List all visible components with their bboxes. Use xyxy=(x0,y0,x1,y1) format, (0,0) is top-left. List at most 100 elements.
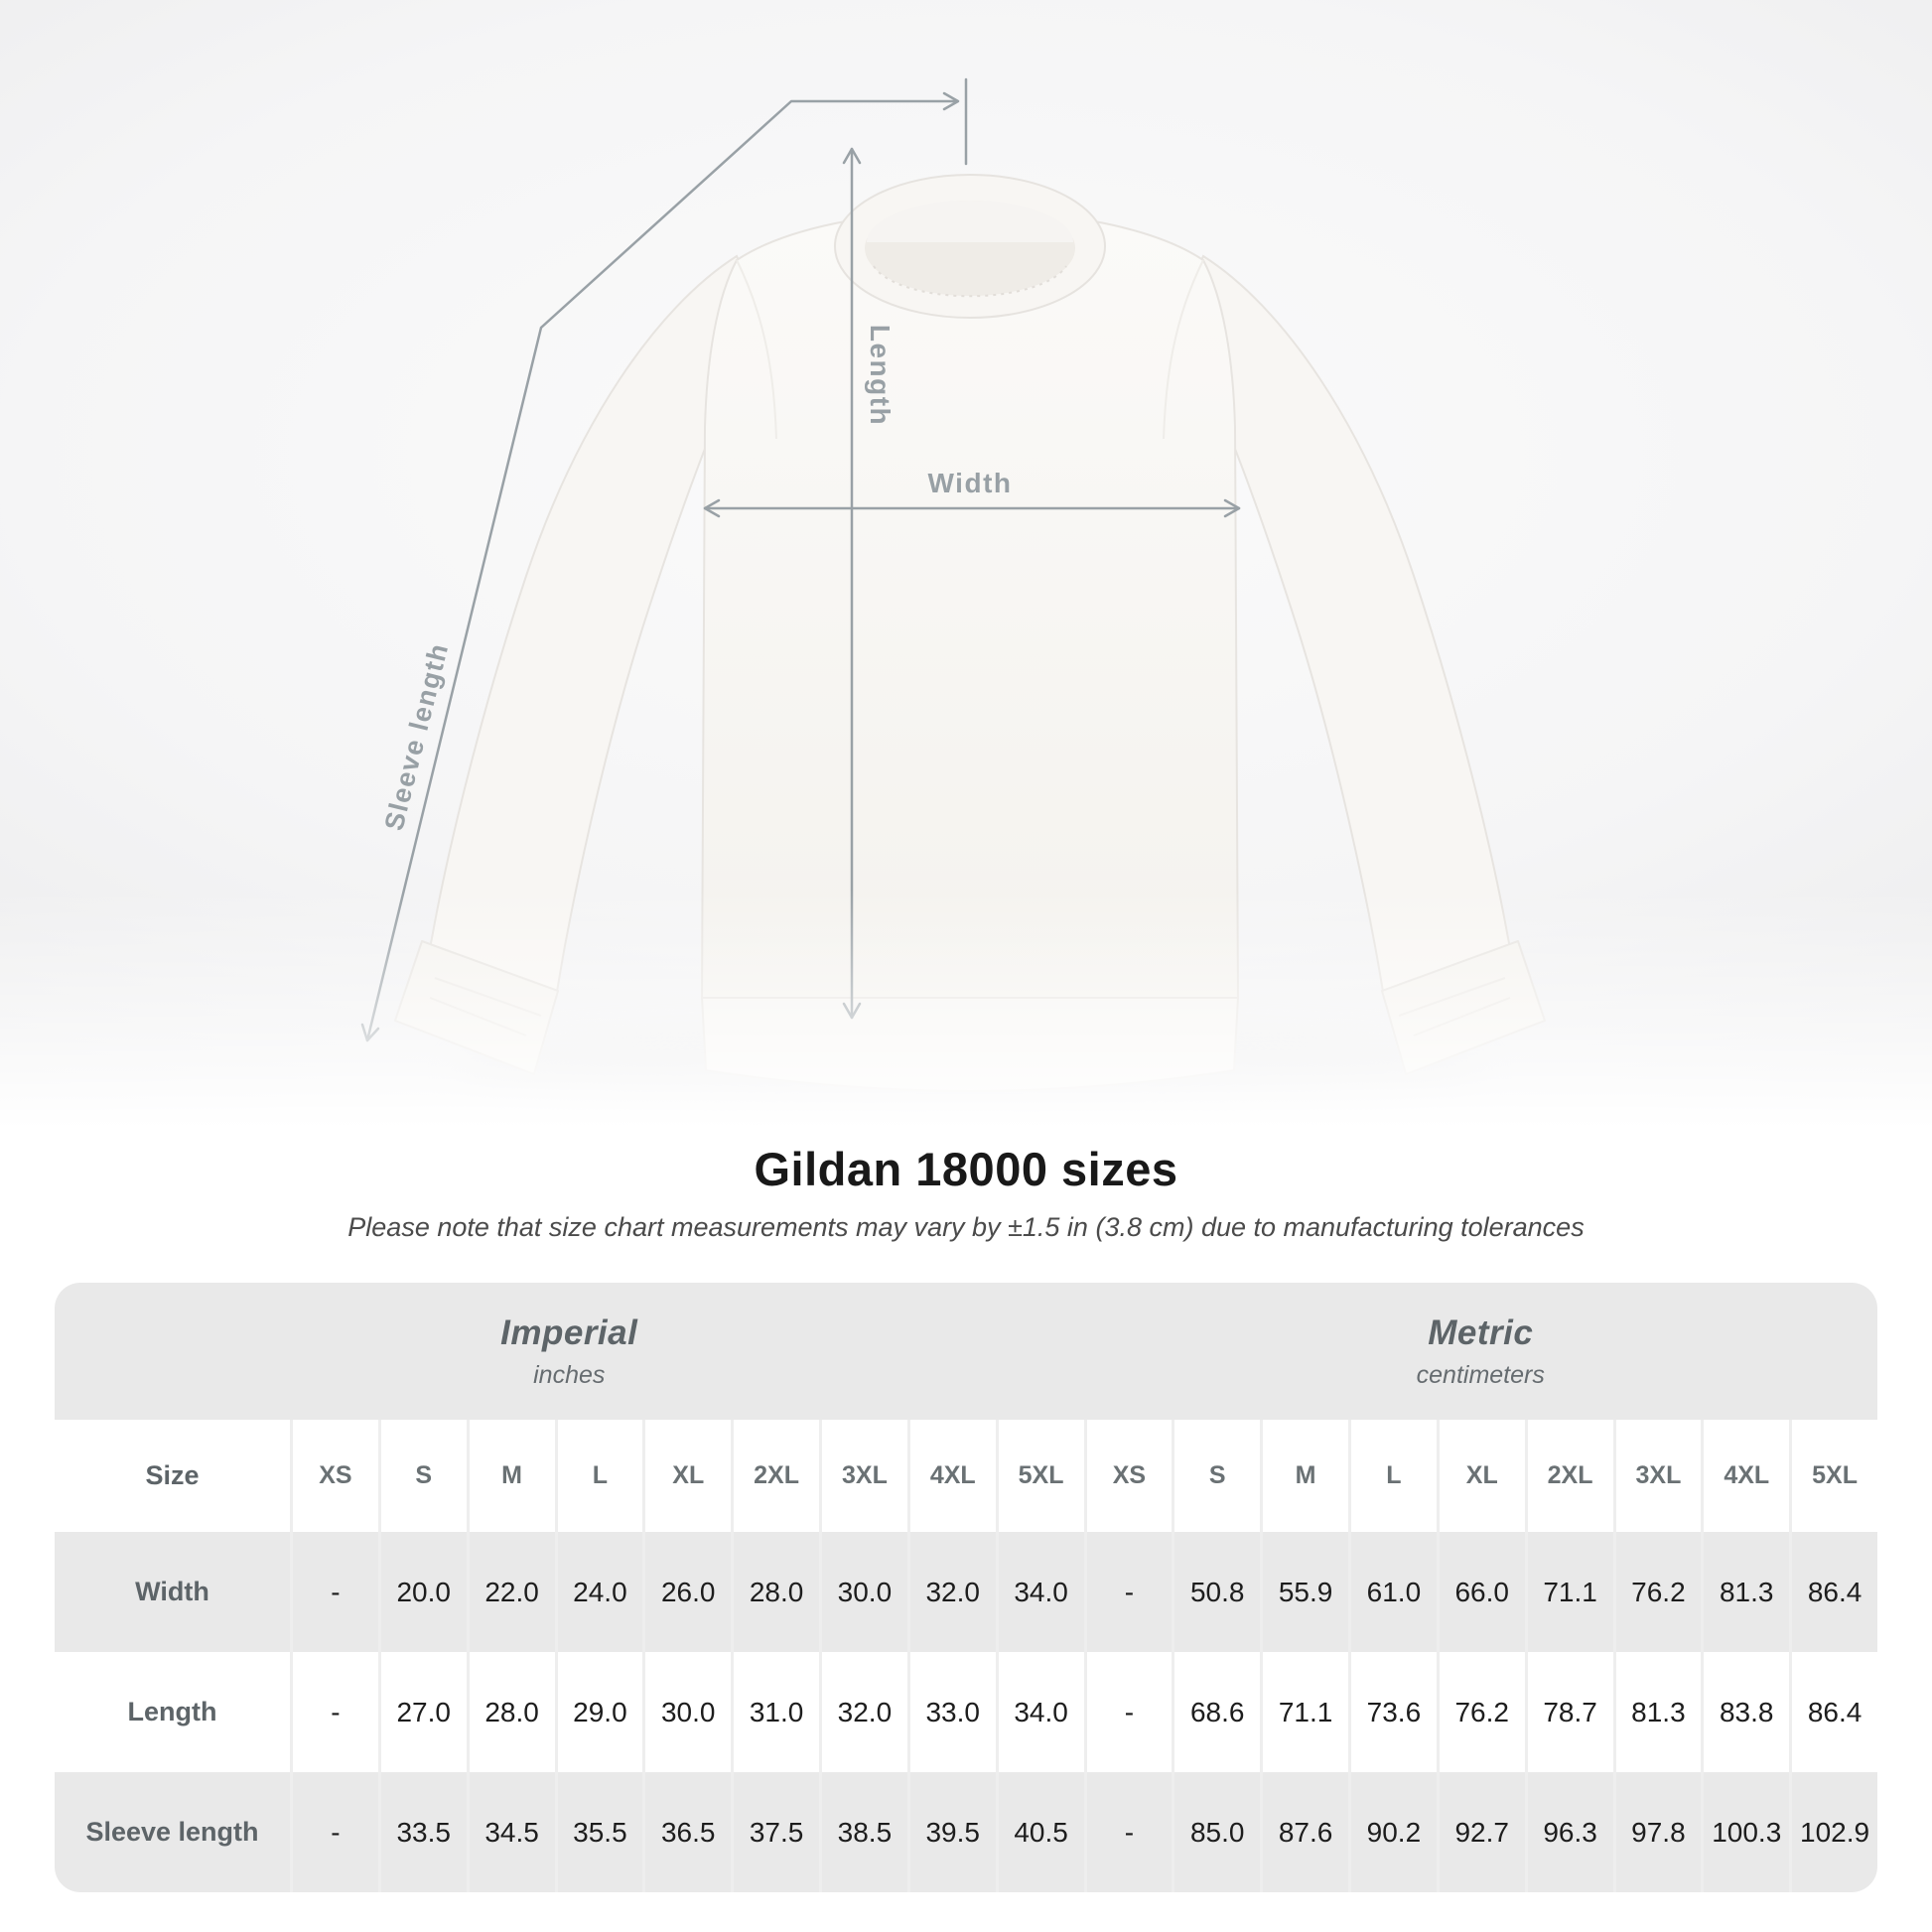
table-cell: 29.0 xyxy=(554,1652,643,1772)
page-title: Gildan 18000 sizes xyxy=(754,1143,1178,1195)
table-cell: 83.8 xyxy=(1701,1652,1789,1772)
table-cell: 20.0 xyxy=(377,1532,467,1652)
metric-label: Metric xyxy=(1428,1312,1534,1352)
sleeves xyxy=(394,254,1546,1075)
sleeve-length-line xyxy=(365,99,958,1042)
table-cell: 34.0 xyxy=(995,1532,1084,1652)
table-cell: 96.3 xyxy=(1524,1772,1613,1892)
imperial-group-header: Imperial inches xyxy=(55,1283,1084,1420)
row-label: Sleeve length xyxy=(85,1817,259,1847)
table-cell: 39.5 xyxy=(906,1772,996,1892)
collar xyxy=(834,174,1106,319)
table-cell: 34.0 xyxy=(995,1652,1084,1772)
table-cell: 28.0 xyxy=(466,1652,555,1772)
size-column-header: Size xyxy=(145,1460,200,1490)
table-cell: 26.0 xyxy=(642,1532,731,1652)
table-cell: 30.0 xyxy=(642,1652,731,1772)
table-cell: 40.5 xyxy=(995,1772,1084,1892)
table-cell: 37.5 xyxy=(731,1772,819,1892)
table-cell: 34.5 xyxy=(466,1772,555,1892)
table-cell: 76.2 xyxy=(1436,1652,1525,1772)
unit-group-row: Imperial inches Metric centimeters xyxy=(55,1283,1877,1420)
table-cell: 87.6 xyxy=(1260,1772,1348,1892)
size-col-header: XS xyxy=(290,1420,378,1532)
table-cell: 24.0 xyxy=(554,1532,643,1652)
table-cell: 33.5 xyxy=(377,1772,467,1892)
table-cell: 36.5 xyxy=(642,1772,731,1892)
size-col-header: 2XL xyxy=(1524,1420,1613,1532)
imperial-unit: inches xyxy=(533,1360,606,1389)
sweatshirt-illustration xyxy=(360,77,1546,1112)
table-cell: 68.6 xyxy=(1172,1652,1260,1772)
measurement-lines xyxy=(360,77,1241,1042)
table-row: Length -27.0 28.0 29.0 30.0 31.0 32.0 33.0 34.0-… xyxy=(55,1652,1877,1772)
table-cell: 73.6 xyxy=(1348,1652,1437,1772)
imperial-label: Imperial xyxy=(500,1312,638,1352)
title-block: Gildan 18000 sizes Please note that size… xyxy=(0,1142,1932,1243)
table-cell: - xyxy=(290,1652,378,1772)
table-cell: 22.0 xyxy=(466,1532,555,1652)
size-col-header: 5XL xyxy=(995,1420,1084,1532)
table-cell: - xyxy=(1083,1652,1173,1772)
table-row: Sleeve length -33.5 34.5 35.5 36.5 37.5 38.5 39… xyxy=(55,1772,1877,1892)
size-chart-table: Imperial inches Metric centimeters Size … xyxy=(55,1283,1877,1892)
table-cell: 32.0 xyxy=(819,1652,907,1772)
table-cell: 31.0 xyxy=(731,1652,819,1772)
size-col-header: 5XL xyxy=(1789,1420,1877,1532)
table-cell: - xyxy=(1083,1532,1173,1652)
table-cell: 76.2 xyxy=(1612,1532,1702,1652)
metric-group-header: Metric centimeters xyxy=(1084,1283,1878,1420)
sweatshirt-body xyxy=(700,208,1240,999)
size-col-header: XL xyxy=(642,1420,731,1532)
length-label: Length xyxy=(865,324,896,427)
size-col-header: 4XL xyxy=(1701,1420,1789,1532)
width-label: Width xyxy=(927,468,1013,498)
table-cell: 97.8 xyxy=(1612,1772,1702,1892)
table-cell: - xyxy=(1083,1772,1173,1892)
size-col-header: 3XL xyxy=(819,1420,907,1532)
table-cell: 71.1 xyxy=(1524,1532,1613,1652)
metric-unit: centimeters xyxy=(1416,1360,1545,1389)
size-diagram: Length Width Sleeve length xyxy=(0,0,1932,1140)
table-cell: 28.0 xyxy=(731,1532,819,1652)
table-cell: 71.1 xyxy=(1260,1652,1348,1772)
size-header-row: Size XS S M L XL 2XL 3XL 4XL 5XL XS S M L XL 2XL 3XL 4XL… xyxy=(55,1420,1877,1532)
table-cell: 81.3 xyxy=(1612,1652,1702,1772)
table-cell: - xyxy=(290,1772,378,1892)
table-cell: 50.8 xyxy=(1172,1532,1260,1652)
size-col-header: S xyxy=(1172,1420,1260,1532)
size-col-header: 4XL xyxy=(906,1420,996,1532)
table-cell: 30.0 xyxy=(819,1532,907,1652)
size-col-header: 2XL xyxy=(731,1420,819,1532)
table-cell: 55.9 xyxy=(1260,1532,1348,1652)
table-cell: - xyxy=(290,1532,378,1652)
shoulder-seams xyxy=(736,259,1204,440)
size-col-header: L xyxy=(1348,1420,1437,1532)
table-cell: 92.7 xyxy=(1436,1772,1525,1892)
tolerance-note: Please note that size chart measurements… xyxy=(347,1212,1585,1242)
table-body: Width -20.0 22.0 24.0 26.0 28.0 30.0 32.0 34.0-5… xyxy=(55,1532,1877,1892)
table-cell: 86.4 xyxy=(1789,1532,1877,1652)
table-cell: 35.5 xyxy=(554,1772,643,1892)
table-cell: 32.0 xyxy=(906,1532,996,1652)
table-cell: 78.7 xyxy=(1524,1652,1613,1772)
table-cell: 38.5 xyxy=(819,1772,907,1892)
size-col-header: 3XL xyxy=(1612,1420,1702,1532)
table-cell: 33.0 xyxy=(906,1652,996,1772)
size-col-header: S xyxy=(377,1420,467,1532)
table-cell: 100.3 xyxy=(1701,1772,1789,1892)
hem-band xyxy=(700,997,1240,1093)
size-col-header: L xyxy=(554,1420,643,1532)
row-label: Width xyxy=(135,1577,209,1606)
size-col-header: M xyxy=(466,1420,555,1532)
table-cell: 90.2 xyxy=(1348,1772,1437,1892)
table-cell: 27.0 xyxy=(377,1652,467,1772)
row-label: Length xyxy=(127,1697,217,1726)
table-cell: 86.4 xyxy=(1789,1652,1877,1772)
table-cell: 81.3 xyxy=(1701,1532,1789,1652)
table-row: Width -20.0 22.0 24.0 26.0 28.0 30.0 32.0 34.0-5… xyxy=(55,1532,1877,1652)
table-cell: 66.0 xyxy=(1436,1532,1525,1652)
size-col-header: XS xyxy=(1083,1420,1173,1532)
size-col-header: M xyxy=(1260,1420,1348,1532)
table-cell: 61.0 xyxy=(1348,1532,1437,1652)
